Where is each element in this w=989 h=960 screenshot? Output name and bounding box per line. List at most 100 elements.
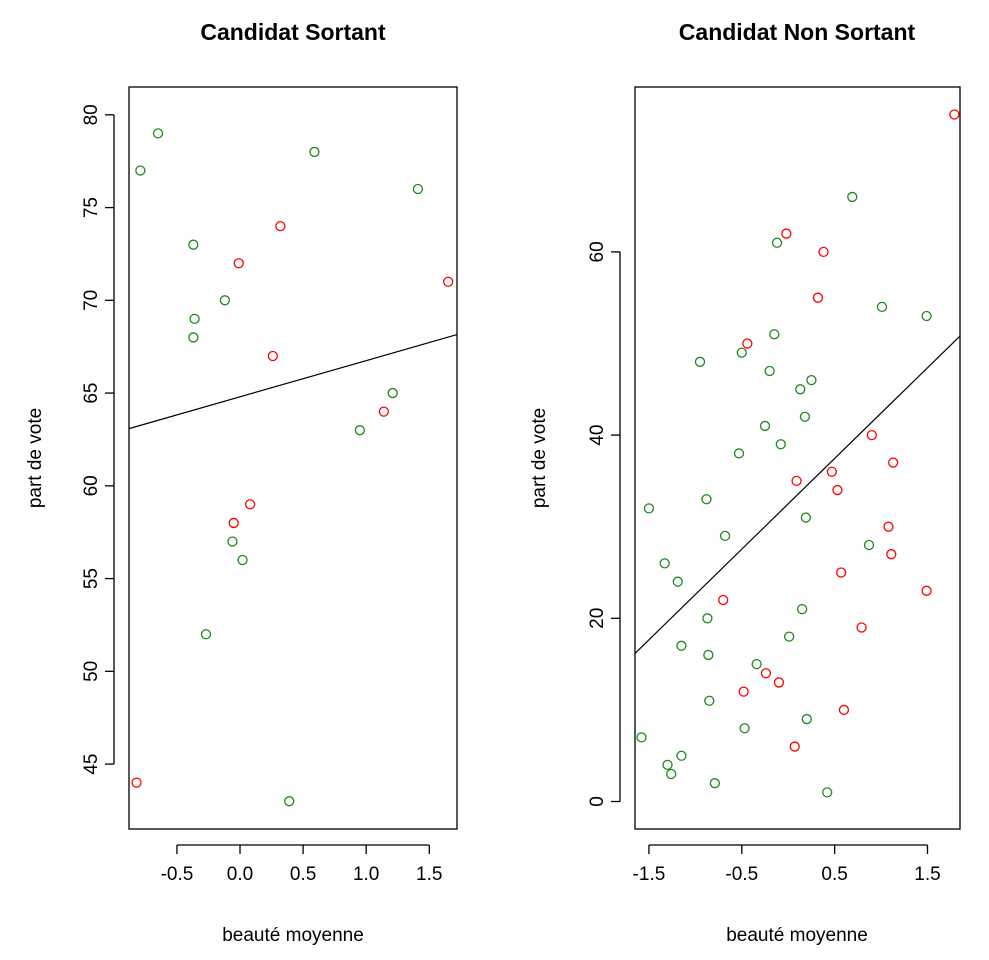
data-point xyxy=(742,338,753,349)
data-point xyxy=(799,411,811,422)
data-point xyxy=(818,246,829,258)
y-axis-label: part de vote xyxy=(25,408,46,508)
y-tick-label: 20 xyxy=(587,608,608,629)
y-tick-label: 55 xyxy=(81,568,102,589)
data-point xyxy=(759,420,771,432)
data-point xyxy=(795,384,806,395)
data-point xyxy=(233,258,244,269)
data-point xyxy=(718,594,729,606)
y-axis-label: part de vote xyxy=(529,408,550,508)
data-point xyxy=(443,276,454,287)
data-point xyxy=(702,613,713,624)
data-point xyxy=(838,704,850,716)
x-tick-label: 0.0 xyxy=(227,864,253,885)
data-point xyxy=(847,191,858,203)
regression-line xyxy=(634,335,961,654)
data-point xyxy=(887,457,899,468)
data-point xyxy=(188,332,199,343)
panel-candidat-sortant: Candidat Sortant 45 50 55 60 65 70 75 80 -0.5 0.… xyxy=(25,19,458,946)
y-tick-label: 45 xyxy=(81,754,102,775)
data-point xyxy=(676,750,687,761)
data-point xyxy=(672,576,683,587)
data-point xyxy=(826,466,838,477)
data-point xyxy=(719,530,731,542)
data-point xyxy=(704,695,715,706)
y-tick-label: 60 xyxy=(81,475,102,496)
data-point xyxy=(200,629,212,640)
data-point xyxy=(738,686,749,697)
y-tick-label: 40 xyxy=(587,425,608,446)
regression-line-group xyxy=(634,335,961,654)
y-tick-label: 80 xyxy=(81,104,102,125)
data-point xyxy=(228,517,239,529)
data-point xyxy=(733,448,745,459)
data-point xyxy=(354,425,366,436)
chart-title: Candidat Non Sortant xyxy=(679,19,916,45)
data-point xyxy=(806,374,817,386)
x-tick-label: -0.5 xyxy=(161,864,194,885)
data-point xyxy=(949,109,960,120)
data-point xyxy=(275,220,286,232)
data-point xyxy=(736,347,747,358)
data-point xyxy=(801,713,812,725)
x-tick-label: 0.5 xyxy=(290,864,316,885)
data-point xyxy=(237,554,248,566)
data-point xyxy=(791,475,802,487)
data-point xyxy=(709,778,721,789)
data-point xyxy=(796,603,808,615)
y-tick-label: 70 xyxy=(81,290,102,311)
y-tick-label: 65 xyxy=(81,383,102,404)
data-point xyxy=(876,301,888,313)
data-point xyxy=(387,387,398,399)
y-tick-label: 75 xyxy=(81,197,102,218)
data-point xyxy=(781,228,792,239)
data-point xyxy=(662,759,673,771)
data-point xyxy=(886,549,897,560)
x-axis: -0.5 0.0 0.5 1.0 1.5 xyxy=(161,844,442,885)
data-point xyxy=(666,768,677,780)
data-point xyxy=(643,503,655,514)
x-axis: -1.5 -0.5 0.5 1.5 xyxy=(633,844,941,885)
data-point xyxy=(309,146,320,158)
y-axis: 45 50 55 60 65 70 75 80 xyxy=(81,104,115,775)
panel-candidat-non-sortant: Candidat Non Sortant 0 20 40 60 -1.5 -0.5 0.5… xyxy=(529,19,961,946)
data-point xyxy=(739,723,750,734)
data-point xyxy=(822,787,833,798)
data-point xyxy=(131,777,142,788)
data-point xyxy=(676,640,687,651)
x-tick-label: 1.5 xyxy=(416,864,442,885)
data-point xyxy=(284,796,295,807)
data-point xyxy=(800,512,812,523)
data-point xyxy=(636,732,647,743)
data-point xyxy=(866,429,877,441)
data-point xyxy=(771,237,783,248)
plot-frame xyxy=(634,86,961,830)
data-point xyxy=(659,558,670,569)
data-point xyxy=(769,329,780,340)
data-point xyxy=(378,406,389,417)
points-group xyxy=(131,128,454,807)
data-point xyxy=(694,356,706,367)
data-point xyxy=(921,585,932,596)
chart-title: Candidat Sortant xyxy=(200,19,386,45)
data-point xyxy=(412,183,424,195)
data-point xyxy=(244,499,256,510)
plot-frame xyxy=(128,86,458,830)
y-tick-label: 50 xyxy=(81,661,102,682)
x-tick-label: -0.5 xyxy=(725,864,758,885)
data-point xyxy=(703,649,714,661)
y-tick-label: 60 xyxy=(587,241,608,262)
data-point xyxy=(760,668,772,679)
data-point xyxy=(921,310,932,322)
data-point xyxy=(188,239,199,250)
x-tick-label: -1.5 xyxy=(633,864,666,885)
x-axis-label: beauté moyenne xyxy=(222,925,364,946)
data-point xyxy=(856,622,867,633)
data-point xyxy=(773,677,785,688)
data-point xyxy=(152,128,164,139)
regression-line-group xyxy=(128,333,458,430)
data-point xyxy=(227,536,238,547)
data-point xyxy=(751,658,762,670)
data-point xyxy=(219,295,231,306)
